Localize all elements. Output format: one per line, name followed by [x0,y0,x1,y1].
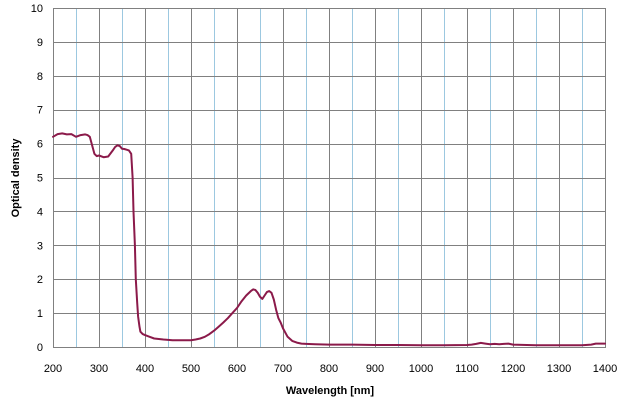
series-layer [52,132,606,347]
x-tick-label: 600 [228,363,246,375]
y-tick-label: 2 [37,274,43,286]
x-tick-label: 800 [320,363,338,375]
x-tick-label: 1300 [547,363,571,375]
x-tick-label: 400 [136,363,154,375]
y-tick-label: 3 [37,240,43,252]
x-tick-label: 1100 [455,363,479,375]
minor-gridlines [76,8,583,347]
x-tick-label: 1400 [593,363,617,375]
y-tick-label: 1 [37,308,43,320]
y-tick-label: 9 [37,37,43,49]
x-tick-label: 900 [366,363,384,375]
y-tick-label: 5 [37,173,43,185]
x-tick-label: 300 [90,363,108,375]
optical-density-series-line [52,132,606,347]
y-tick-label: 7 [37,105,43,117]
plot-frame [53,8,606,348]
x-tick-label: 700 [274,363,292,375]
x-tick-label: 1200 [501,363,525,375]
y-tick-label: 10 [31,3,43,15]
x-tick-label: 200 [44,363,62,375]
y-tick-label: 0 [37,342,43,354]
x-tick-labels: 200 300 400 500 600 700 800 900 1000 1100 1200 1300… [44,363,617,375]
x-axis-title: Wavelength [nm] [286,385,375,397]
y-tick-labels: 0 1 2 3 4 5 6 7 8 9 10 [31,3,43,354]
x-tick-label: 1000 [409,363,433,375]
y-tick-label: 8 [37,71,43,83]
y-tick-label: 4 [37,206,43,218]
y-axis-title: Optical density [10,138,22,218]
x-tick-label: 500 [182,363,200,375]
y-tick-label: 6 [37,139,43,151]
